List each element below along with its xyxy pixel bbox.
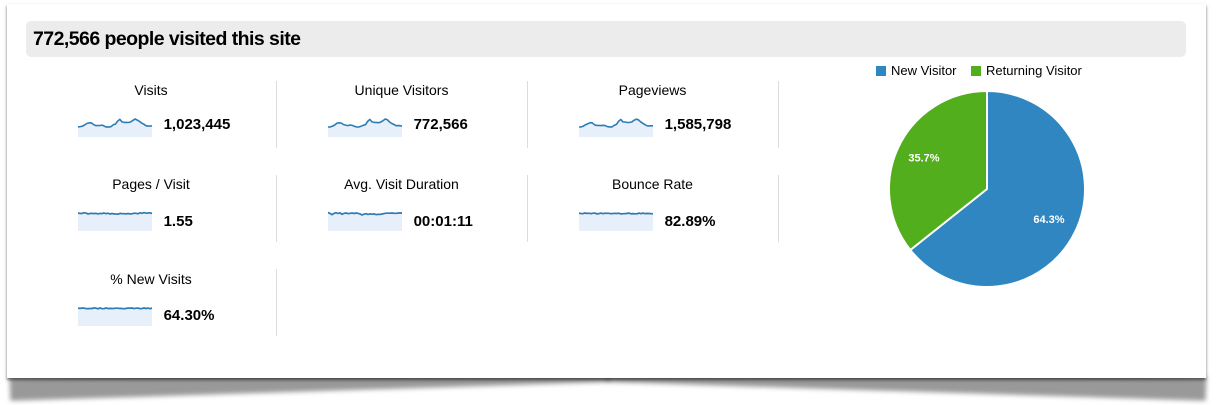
svg-text:64.3%: 64.3% (1033, 214, 1064, 226)
svg-text:35.7%: 35.7% (908, 152, 939, 164)
